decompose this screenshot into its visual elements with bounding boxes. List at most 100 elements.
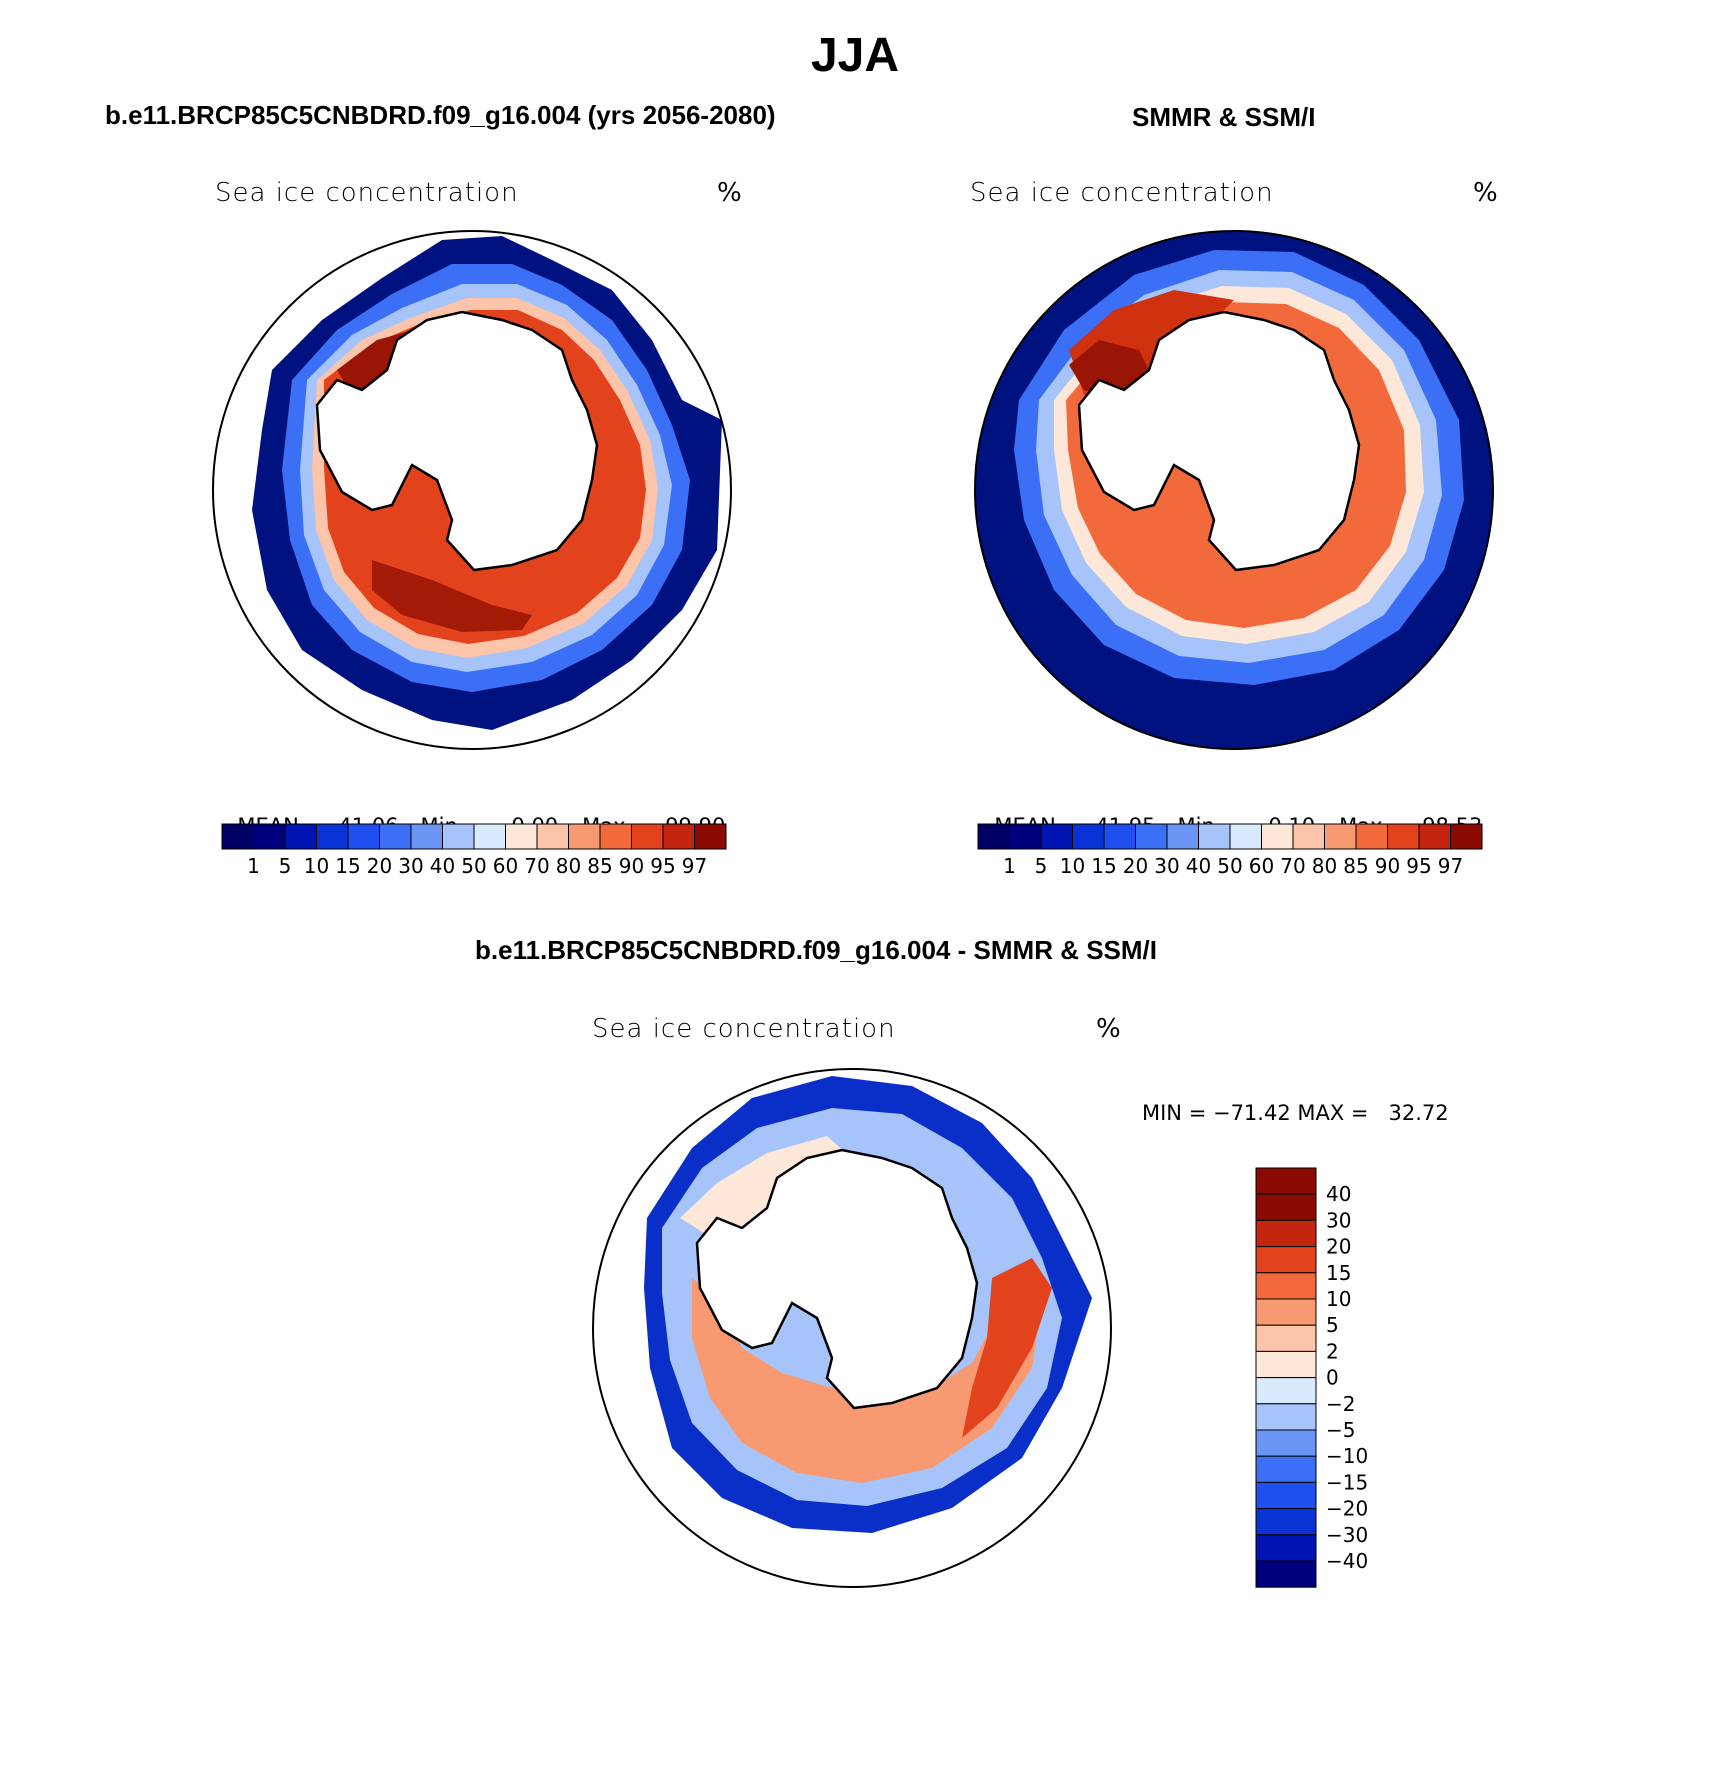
panel1-colorbar-tick-label: 30 [398, 854, 423, 878]
panel3-colorbar-box [1255, 1534, 1317, 1562]
panel1-colorbar-tick-label: 20 [367, 854, 392, 878]
panel1-colorbar-box [694, 823, 727, 850]
panel1-colorbar-box [568, 823, 601, 850]
panel3-colorbar-tick-label: 10 [1326, 1287, 1351, 1311]
panel3-colorbar-box [1255, 1272, 1317, 1300]
panel1-subtitle: Sea ice concentration [215, 178, 519, 208]
panel2-colorbar-tick-label: 85 [1343, 854, 1368, 878]
panel2-colorbar-tick-label: 50 [1217, 854, 1242, 878]
panel1-colorbar-box [221, 823, 254, 850]
panel3-colorbar-tick-label: 0 [1326, 1366, 1339, 1390]
panel2-colorbar-box [1261, 823, 1294, 850]
panel1-colorbar: 1 5 10 15 20 30 40 50 60 70 80 85 90 95 97 [221, 823, 727, 878]
panel1-colorbar-tick-label: 60 [493, 854, 518, 878]
panel3-colorbar-box [1255, 1455, 1317, 1483]
panel2-subtitle: Sea ice concentration [970, 178, 1274, 208]
panel1-colorbar-tick-label: 40 [430, 854, 455, 878]
panel2-colorbar-box [1040, 823, 1073, 850]
panel1-colorbar-box [316, 823, 349, 850]
panel3-colorbar-tick-label: −30 [1326, 1523, 1368, 1547]
panel1-colorbar-box [505, 823, 538, 850]
panel1-colorbar-box [631, 823, 664, 850]
panel2-colorbar-box [1355, 823, 1388, 850]
panel3-colorbar-tick-label: 20 [1326, 1235, 1351, 1259]
panel3-colorbar-tick-label: 30 [1326, 1208, 1351, 1232]
panel1-colorbar-tick-label: 70 [524, 854, 549, 878]
page-title: JJA [810, 29, 900, 82]
panel2-colorbar-box [1450, 823, 1483, 850]
panel3-colorbar-box [1255, 1324, 1317, 1352]
panel3-colorbar-box [1255, 1167, 1317, 1195]
panel3-colorbar-tick-label: −5 [1326, 1418, 1355, 1442]
panel2-colorbar-tick-label: 5 [1035, 854, 1048, 878]
panel1-colorbar-box [662, 823, 695, 850]
panel3-minmax: MIN = −71.42 MAX = 32.72 [1142, 1101, 1449, 1125]
panel1-colorbar-box [599, 823, 632, 850]
panel3-colorbar-box [1255, 1219, 1317, 1248]
panel1-colorbar-tick-label: 10 [304, 854, 329, 878]
panel2-units: % [1473, 178, 1498, 208]
panel2-colorbar-tick-label: 97 [1438, 854, 1463, 878]
panel1-colorbar-box [347, 823, 380, 850]
panel3-colorbar-box [1255, 1193, 1317, 1221]
panel2-colorbar-box [1387, 823, 1420, 850]
panel2-colorbar-box [1103, 823, 1136, 850]
panel3-colorbar-box [1255, 1560, 1317, 1588]
panel2-title: SMMR & SSM/I [1132, 102, 1316, 132]
panel1-colorbar-tick-label: 97 [682, 854, 707, 878]
panel2-colorbar-tick-label: 10 [1060, 854, 1085, 878]
panel3-colorbar-box [1255, 1403, 1317, 1431]
panel1-colorbar-tick-label: 95 [650, 854, 675, 878]
panel1-colorbar-tick-label: 1 [247, 854, 260, 878]
panel3-colorbar-tick-label: 2 [1326, 1339, 1339, 1363]
panel2-colorbar-tick-label: 60 [1249, 854, 1274, 878]
panel2-colorbar-tick-label: 70 [1280, 854, 1305, 878]
panel2-colorbar-box [1198, 823, 1231, 850]
panel1-colorbar-box [473, 823, 506, 850]
panel1-colorbar-tick-label: 50 [461, 854, 486, 878]
panel3-colorbar-box [1255, 1298, 1317, 1326]
panel3-colorbar-box [1255, 1429, 1317, 1457]
panel3-colorbar-tick-label: −40 [1326, 1549, 1368, 1573]
panel1-colorbar-tick-label: 85 [587, 854, 612, 878]
panel1-colorbar-box [379, 823, 412, 850]
panel3-colorbar-tick-label: 15 [1326, 1261, 1351, 1285]
panel2-colorbar-tick-label: 80 [1312, 854, 1337, 878]
panel2-colorbar-tick-label: 40 [1186, 854, 1211, 878]
panel2-colorbar-box [1292, 823, 1325, 850]
panel2-colorbar-tick-label: 95 [1406, 854, 1431, 878]
panel2-colorbar-tick-label: 1 [1003, 854, 1016, 878]
panel3-colorbar-box [1255, 1508, 1317, 1536]
diff-band-orange [692, 1268, 1042, 1483]
panel1-colorbar-tick-label: 5 [279, 854, 292, 878]
panel1-colorbar-box [253, 823, 286, 850]
panel3-subtitle: Sea ice concentration [592, 1014, 896, 1044]
panel2-colorbar-box [1009, 823, 1042, 850]
panel3-colorbar-tick-label: 40 [1326, 1182, 1351, 1206]
panel2-colorbar-box [1229, 823, 1262, 850]
panel1-units: % [717, 178, 742, 208]
panel2-colorbar-tick-label: 30 [1154, 854, 1179, 878]
panel3-colorbar-box [1255, 1481, 1317, 1510]
antarctica-land [315, 310, 599, 572]
panel1-colorbar-tick-label: 80 [556, 854, 581, 878]
panel2-colorbar-tick-label: 20 [1123, 854, 1148, 878]
panel1-colorbar-box [284, 823, 317, 850]
panel3-colorbar-tick-label: 5 [1326, 1313, 1339, 1337]
panel3-units: % [1096, 1014, 1121, 1044]
panel3-colorbar-tick-label: −2 [1326, 1392, 1355, 1416]
panel2-colorbar-box [977, 823, 1010, 850]
panel3-colorbar-tick-label: −20 [1326, 1497, 1368, 1521]
panel1-map [212, 230, 732, 750]
panel3-colorbar-tick-label: −10 [1326, 1444, 1368, 1468]
panel1-colorbar-box [410, 823, 443, 850]
panel2-colorbar: 1 5 10 15 20 30 40 50 60 70 80 85 90 95 97 [977, 823, 1483, 878]
diff-band-red [962, 1258, 1052, 1438]
panel1-colorbar-tick-label: 90 [619, 854, 644, 878]
panel3-title: b.e11.BRCP85C5CNBDRD.f09_g16.004 - SMMR … [475, 935, 1157, 965]
panel2-colorbar-box [1135, 823, 1168, 850]
panel3-colorbar-tick-label: −15 [1326, 1470, 1368, 1494]
panel1-colorbar-box [442, 823, 475, 850]
ice-band-dark-red [372, 560, 532, 632]
